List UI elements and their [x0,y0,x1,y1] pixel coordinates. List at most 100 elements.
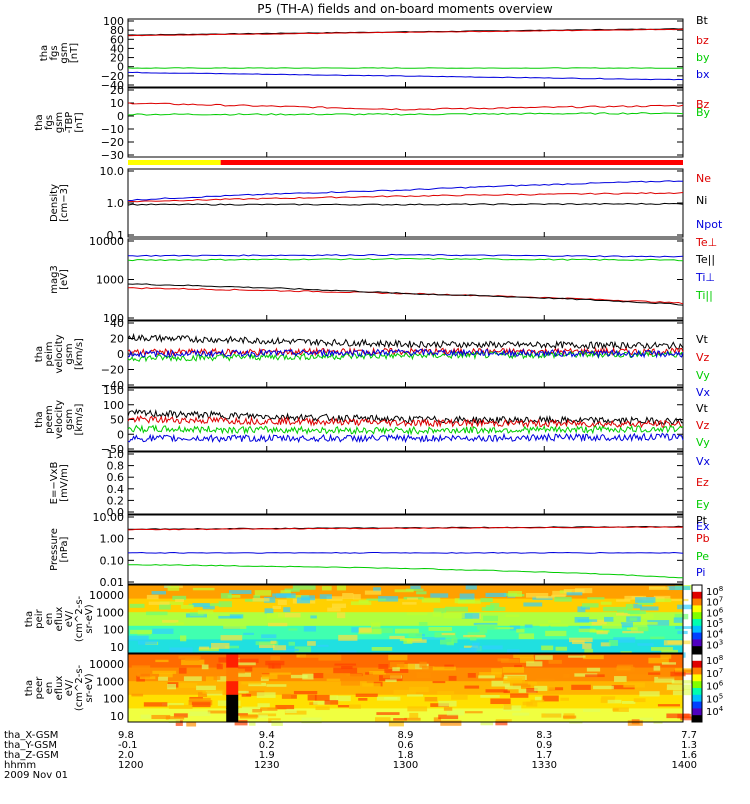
ytick-fgs_gsm-4: 20 [110,52,124,65]
spectrogram-texture-peir_spectrogram-78 [280,590,291,594]
colorbar-label-peer_spectrogram-3: 105 [706,692,723,705]
series-line-temperature-3 [127,257,684,262]
ylabel-fgs_gsm-3: [nT] [69,43,80,63]
ytick-efield-0: 1.0 [107,448,125,461]
spectrogram-texture-peer_spectrogram-66 [302,673,314,680]
spectrogram-texture-peir_spectrogram-176 [589,629,604,633]
spectrogram-texture-peer_spectrogram-52 [407,663,429,670]
spectrogram-texture-peer_spectrogram-185 [152,670,177,674]
colorbar-seg-peer_spectrogram-5 [692,688,702,696]
spectrogram-texture-peer_spectrogram-63 [478,675,495,679]
spectrogram-texture-peir_spectrogram-186 [243,632,254,635]
spectrogram-texture-peer_spectrogram-34 [205,676,217,682]
spectrogram-texture-peir_spectrogram-52 [261,634,277,639]
ytick-fgs_gsm_tbp-2: 0 [117,110,124,123]
spectrogram-texture-peer_spectrogram-69 [633,698,646,703]
colorbar-label-peer_spectrogram-2: 106 [706,680,724,693]
spectrogram-texture-peer_spectrogram-47 [376,712,400,715]
spectrogram-texture-peer_spectrogram-163 [183,676,202,682]
ylabel-fgs_gsm-2: gsm [59,42,70,63]
spectrogram-texture-peir_spectrogram-57 [263,596,276,603]
spectrogram-texture-peir_spectrogram-259 [358,599,369,604]
orbit-label-z: tha_Z-GSM [4,750,59,761]
spectrogram-texture-peir_spectrogram-180 [319,594,332,599]
series-line-fgs_gsm-1 [127,28,684,37]
spectrogram-texture-peir_spectrogram-102 [169,647,193,654]
series-line-peem_velocity-3 [127,432,684,444]
spectrogram-texture-peir_spectrogram-210 [317,644,329,647]
spectrogram-texture-peer_spectrogram-213 [234,719,248,726]
spectrogram-texture-peir_spectrogram-238 [602,623,622,629]
spectrogram-texture-peer_spectrogram-19 [480,695,500,698]
colorbar-label-peer_spectrogram-4: 104 [706,705,724,718]
spectrogram-texture-peir_spectrogram-152 [152,628,174,634]
spectrogram-texture-peir_spectrogram-53 [370,622,381,628]
colorbar-label-peer_spectrogram-1: 107 [706,667,723,680]
series-line-fgs_gsm_tbp-1 [128,112,684,116]
spectrogram-texture-peir_spectrogram-192 [223,625,247,629]
spectrogram-texture-peir_spectrogram-32 [433,608,447,614]
ylabel-density-1: [cm−3] [59,184,70,222]
spectrogram-texture-peir_spectrogram-219 [485,592,507,598]
colorbar-label-peir_spectrogram-0: 108 [706,585,723,598]
spectrogram-texture-peir_spectrogram-121 [310,615,317,619]
legend-fgs_gsm_tbp-0: Bz [696,98,710,111]
spectrogram-texture-peir_spectrogram-2 [229,590,252,594]
ytick-peer_spectrogram-2: 100 [103,693,124,706]
spectrogram-texture-peir_spectrogram-244 [331,603,347,608]
series-line-pressure-3 [127,551,684,554]
legend-pressure-3: Pi [696,566,705,579]
spectrogram-texture-peer_spectrogram-214 [143,702,168,707]
ytick-peem_velocity-2: 50 [110,414,124,427]
ylabel-peem_velocity-2: velocity [54,400,65,439]
spectrogram-texture-peer_spectrogram-109 [433,717,442,723]
ytick-peir_spectrogram-3: 10 [110,641,124,654]
legend-fgs_gsm-0: Bt [696,14,709,27]
orbit-value-1-1: 0.2 [259,740,275,751]
spectrogram-texture-peer_spectrogram-15 [159,673,173,678]
spectrogram-texture-peir_spectrogram-199 [151,591,166,595]
legend-peim_velocity-0: Vt [696,333,709,346]
spectrogram-texture-peir_spectrogram-157 [416,591,427,595]
spectrogram-texture-peer_spectrogram-120 [522,701,533,706]
series-line-peim_velocity-3 [127,348,684,359]
orbit-value-0-4: 7.7 [681,730,697,741]
spectrogram-texture-peer_spectrogram-87 [329,695,338,701]
ytick-peer_spectrogram-3: 10 [110,710,124,723]
spectrogram-texture-peir_spectrogram-159 [408,632,423,638]
orbit-value-2-4: 1.6 [681,750,697,761]
spectrogram-texture-peir_spectrogram-222 [600,601,612,605]
spectrogram-texture-peir_spectrogram-155 [327,607,341,612]
ytick-pressure-3: 0.01 [100,576,125,589]
spectrogram-texture-peir_spectrogram-72 [264,608,274,614]
series-line-pressure-2 [128,564,684,579]
spectrogram-texture-peer_spectrogram-50 [536,678,555,682]
colorbar-label-peir_spectrogram-2: 106 [706,606,724,619]
colorbar-seg-peer_spectrogram-4 [692,681,702,689]
spectrogram-texture-peir_spectrogram-118 [485,605,495,611]
spectrogram-texture-peir_spectrogram-254 [470,646,481,651]
spectrogram-texture-peir_spectrogram-162 [518,633,535,640]
spectrogram-texture-peir_spectrogram-4 [284,588,300,592]
ytick-temperature-0: 10000 [89,235,124,248]
spectrogram-texture-peer_spectrogram-104 [139,676,156,680]
spectrogram-texture-peir_spectrogram-111 [199,646,210,650]
orbit-value-0-3: 8.3 [536,730,552,741]
ylabel-pressure-1: [nPa] [59,536,70,562]
spectrogram-texture-peer_spectrogram-245 [534,685,548,692]
panel-frame-temperature [127,238,684,321]
spectrogram-texture-peir_spectrogram-109 [172,595,187,600]
spectrogram-texture-peer_spectrogram-61 [491,680,510,687]
spectrogram-texture-peer_spectrogram-58 [464,711,483,714]
legend-peim_velocity-1: Vz [696,351,710,364]
orbit-value-1-3: 0.9 [536,740,552,751]
spectrogram-texture-peer_spectrogram-83 [266,684,287,687]
spectrogram-texture-peer_spectrogram-257 [178,667,187,674]
spectrogram-texture-peer_spectrogram-126 [583,709,601,712]
spectrogram-texture-peer_spectrogram-154 [185,658,200,661]
spectrogram-texture-peer_spectrogram-225 [653,665,661,671]
spectrogram-texture-peir_spectrogram-138 [218,601,232,608]
spectrogram-texture-peer_spectrogram-170 [446,710,465,716]
colorbar-seg-peir_spectrogram-9 [692,646,702,654]
